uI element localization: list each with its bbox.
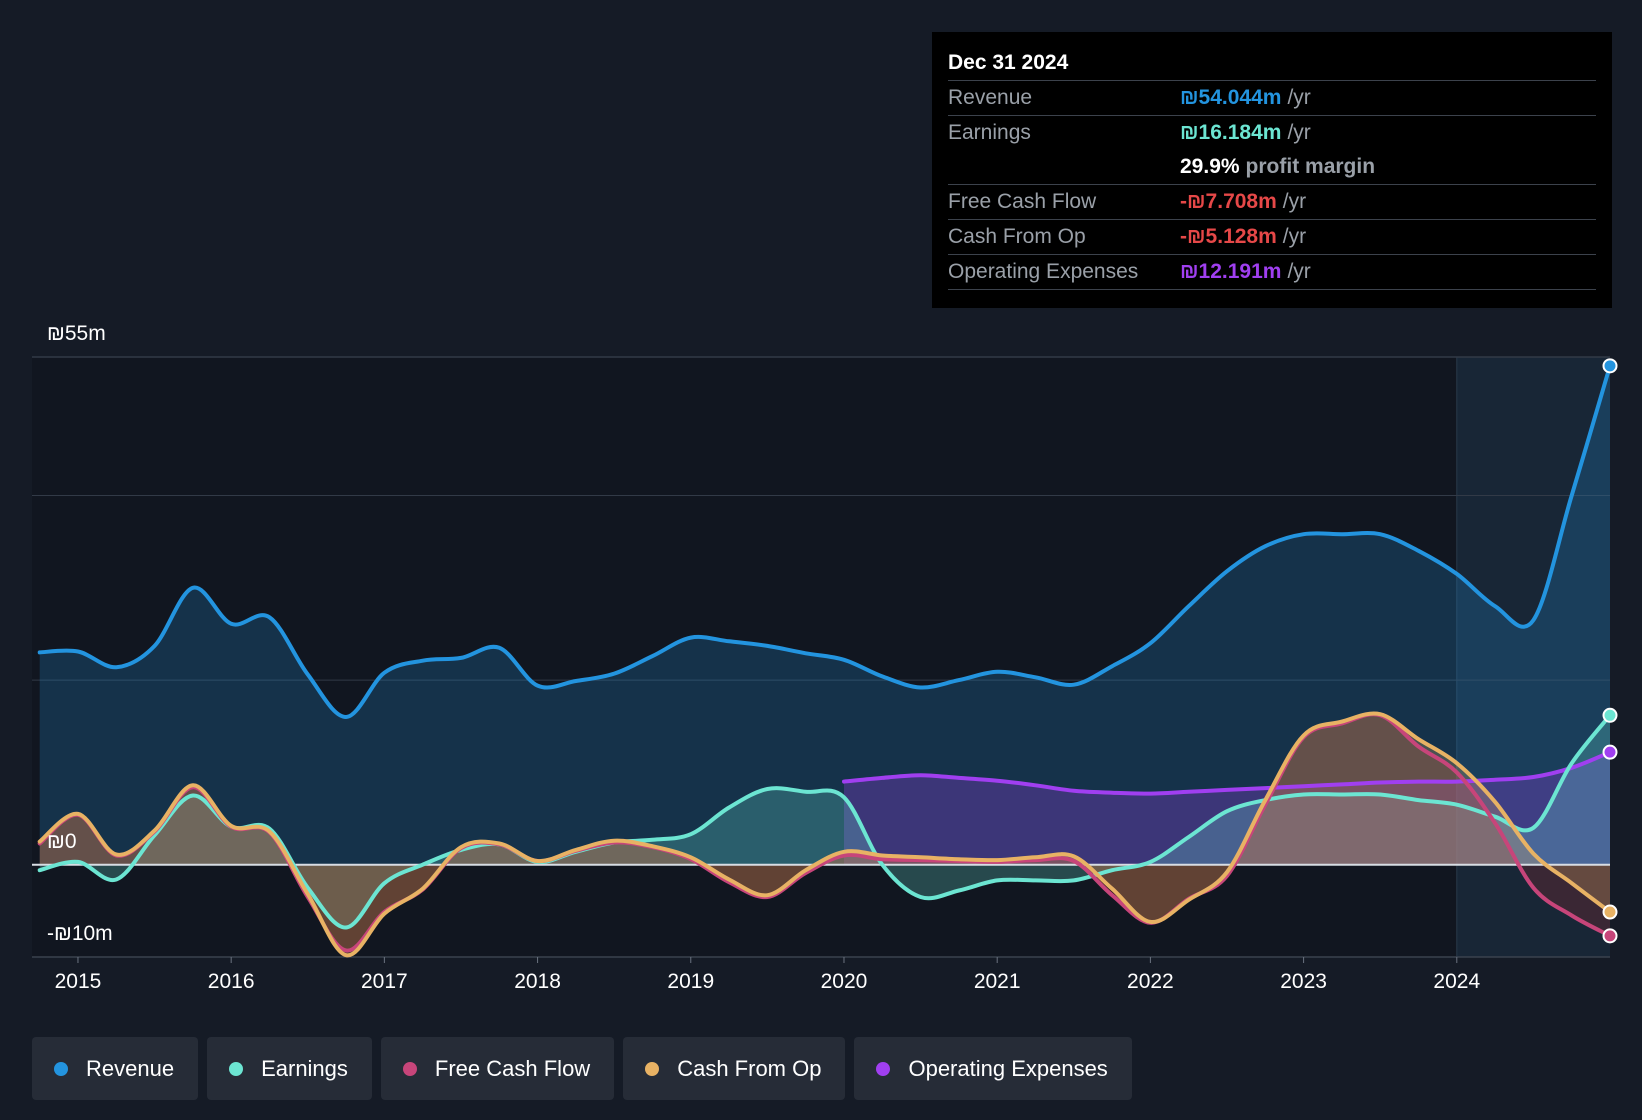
legend-item-cash-from-op[interactable]: Cash From Op xyxy=(623,1037,846,1100)
area-earnings xyxy=(39,715,1611,928)
x-tick-label: 2016 xyxy=(208,970,255,993)
legend-item-operating-expenses[interactable]: Operating Expenses xyxy=(854,1037,1132,1100)
x-tick-label: 2023 xyxy=(1280,970,1327,993)
legend-label-cash-from-op: Cash From Op xyxy=(677,1055,822,1081)
x-tick-label: 2021 xyxy=(974,970,1021,993)
line-earnings xyxy=(37,713,1612,930)
tooltip: Dec 31 2024 Revenue ₪54.044m /yr Earning… xyxy=(932,32,1612,308)
y-axis: ₪55m ₪0 -₪10m xyxy=(47,322,113,945)
series-areas xyxy=(39,365,1611,956)
end-point-earnings xyxy=(1602,707,1618,723)
end-point-cfo xyxy=(1602,904,1618,920)
end-point-fcf xyxy=(1602,928,1618,944)
legend-dot-operating-expenses xyxy=(876,1061,891,1076)
tooltip-revenue-label: Revenue xyxy=(948,86,1033,109)
x-tick-label: 2017 xyxy=(361,970,408,993)
tooltip-cfo-label: Cash From Op xyxy=(948,225,1086,248)
tooltip-margin-label: profit margin xyxy=(1245,155,1376,178)
x-tick-label: 2020 xyxy=(821,970,868,993)
tooltip-row-revenue: Revenue ₪54.044m /yr xyxy=(948,81,1596,116)
line-revenue xyxy=(37,363,1612,720)
x-tick-label: 2024 xyxy=(1433,970,1480,993)
legend-label-operating-expenses: Operating Expenses xyxy=(908,1055,1108,1081)
y-tick-label-zero: ₪0 xyxy=(47,830,77,853)
tooltip-cfo-unit: /yr xyxy=(1282,225,1307,248)
area-opex xyxy=(844,752,1610,865)
tooltip-row-fcf: Free Cash Flow -₪7.708m /yr xyxy=(948,185,1596,220)
x-tick-label: 2019 xyxy=(667,970,714,993)
tooltip-cfo-value: -₪5.128m xyxy=(1180,225,1277,248)
tooltip-revenue-unit: /yr xyxy=(1287,86,1311,109)
tooltip-date: Dec 31 2024 xyxy=(948,46,1596,81)
x-tick-label: 2015 xyxy=(55,970,102,993)
tooltip-opex-value: ₪12.191m xyxy=(1180,260,1282,283)
tooltip-earnings-label: Earnings xyxy=(948,121,1031,144)
line-cfo xyxy=(37,711,1612,958)
tooltip-opex-label: Operating Expenses xyxy=(948,260,1139,283)
y-tick-label-min: -₪10m xyxy=(47,922,113,945)
legend: Revenue Earnings Free Cash Flow Cash Fro… xyxy=(32,1037,1141,1100)
tooltip-earnings-value: ₪16.184m xyxy=(1180,121,1282,144)
tooltip-row-margin: 29.9% profit margin xyxy=(948,150,1596,185)
tooltip-earnings-unit: /yr xyxy=(1287,121,1311,144)
legend-label-revenue: Revenue xyxy=(86,1055,175,1081)
tooltip-row-earnings: Earnings ₪16.184m /yr xyxy=(948,116,1596,150)
legend-item-revenue[interactable]: Revenue xyxy=(32,1037,199,1100)
area-revenue xyxy=(39,365,1611,865)
legend-label-earnings: Earnings xyxy=(261,1055,348,1081)
tooltip-row-cfo: Cash From Op -₪5.128m /yr xyxy=(948,220,1596,255)
x-tick-label: 2022 xyxy=(1127,970,1174,993)
line-opex xyxy=(842,750,1612,796)
series-lines xyxy=(37,363,1612,958)
gridlines xyxy=(32,356,1610,958)
end-point-opex xyxy=(1602,744,1618,760)
tooltip-margin-value: 29.9% xyxy=(1180,155,1240,178)
legend-dot-free-cash-flow xyxy=(402,1061,417,1076)
legend-dot-revenue xyxy=(54,1061,68,1076)
legend-item-earnings[interactable]: Earnings xyxy=(207,1037,372,1100)
x-tick-label: 2018 xyxy=(514,970,561,993)
tooltip-fcf-label: Free Cash Flow xyxy=(948,190,1097,213)
tooltip-fcf-unit: /yr xyxy=(1282,190,1307,213)
legend-dot-earnings xyxy=(229,1061,244,1076)
legend-item-free-cash-flow[interactable]: Free Cash Flow xyxy=(380,1037,615,1100)
tooltip-revenue-value: ₪54.044m xyxy=(1180,86,1282,109)
tooltip-fcf-value: -₪7.708m xyxy=(1180,190,1277,213)
series-end-markers xyxy=(1602,358,1618,944)
x-axis: 2015 2016 2017 2018 2019 2020 2021 2022 2023 2024 xyxy=(55,957,1480,993)
end-point-revenue xyxy=(1602,358,1618,374)
area-cfo xyxy=(39,713,1611,956)
legend-label-free-cash-flow: Free Cash Flow xyxy=(434,1055,591,1081)
y-tick-label-max: ₪55m xyxy=(47,322,106,345)
legend-dot-cash-from-op xyxy=(645,1061,660,1076)
tooltip-opex-unit: /yr xyxy=(1287,260,1311,283)
area-fcf xyxy=(39,714,1611,951)
tooltip-row-opex: Operating Expenses ₪12.191m /yr xyxy=(948,255,1596,290)
